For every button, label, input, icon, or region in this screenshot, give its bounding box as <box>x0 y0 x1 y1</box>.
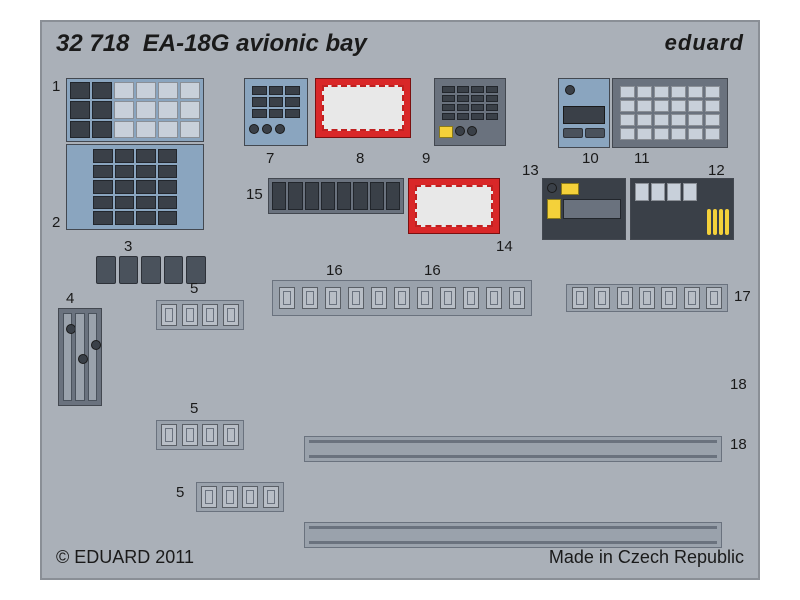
part-18a <box>304 436 722 462</box>
part-8 <box>315 78 411 138</box>
brand-name: eduard <box>665 30 744 58</box>
part-5a <box>156 300 244 330</box>
callout-5c: 5 <box>176 484 184 501</box>
part-1 <box>66 78 204 142</box>
fret-header: 32 718 EA-18G avionic bay eduard <box>56 30 744 58</box>
callout-9: 9 <box>422 150 430 167</box>
callout-18b: 18 <box>730 436 747 453</box>
part-5b <box>156 420 244 450</box>
callout-16a: 16 <box>326 262 343 279</box>
callout-18a: 18 <box>730 376 747 393</box>
part-2 <box>66 144 204 230</box>
callout-13: 13 <box>522 162 539 179</box>
product-title: EA-18G avionic bay <box>143 30 367 57</box>
callout-8: 8 <box>356 150 364 167</box>
callout-5a: 5 <box>190 280 198 297</box>
part-10 <box>558 78 610 148</box>
origin-text: Made in Czech Republic <box>549 547 744 568</box>
part-5c <box>196 482 284 512</box>
callout-17: 17 <box>734 288 751 305</box>
part-15 <box>268 178 404 214</box>
callout-2: 2 <box>52 214 60 231</box>
product-code-title: 32 718 EA-18G avionic bay <box>56 30 367 58</box>
photoetch-fret: 32 718 EA-18G avionic bay eduard <box>40 20 760 580</box>
part-18b <box>304 522 722 548</box>
part-9 <box>434 78 506 146</box>
callout-3: 3 <box>124 238 132 255</box>
callout-1: 1 <box>52 78 60 95</box>
callout-10: 10 <box>582 150 599 167</box>
fret-footer: © EDUARD 2011 Made in Czech Republic <box>56 547 744 568</box>
callout-12: 12 <box>708 162 725 179</box>
part-7 <box>244 78 308 146</box>
product-code: 32 718 <box>56 30 129 57</box>
callout-4: 4 <box>66 290 74 307</box>
part-17 <box>566 284 728 312</box>
callout-14: 14 <box>496 238 513 255</box>
callout-5b: 5 <box>190 400 198 417</box>
copyright-text: © EDUARD 2011 <box>56 547 194 568</box>
callout-11: 11 <box>634 150 650 167</box>
part-13 <box>542 178 626 240</box>
part-16 <box>272 280 532 316</box>
part-14 <box>408 178 500 234</box>
callout-7: 7 <box>266 150 274 167</box>
part-11 <box>612 78 728 148</box>
callout-16b: 16 <box>424 262 441 279</box>
callout-15: 15 <box>246 186 263 203</box>
part-4 <box>58 308 102 406</box>
part-12 <box>630 178 734 240</box>
